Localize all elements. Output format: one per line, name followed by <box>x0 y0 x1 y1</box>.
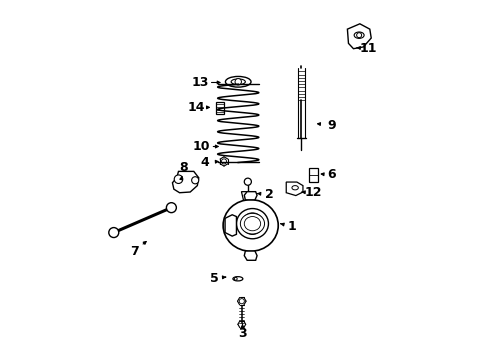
Ellipse shape <box>232 277 242 281</box>
Polygon shape <box>244 192 257 200</box>
Circle shape <box>191 177 198 184</box>
Circle shape <box>174 175 182 183</box>
Text: 1: 1 <box>287 220 296 233</box>
Circle shape <box>234 277 237 280</box>
Polygon shape <box>347 24 370 49</box>
Text: 13: 13 <box>191 76 208 89</box>
Text: 4: 4 <box>200 156 209 169</box>
Text: 6: 6 <box>326 169 335 181</box>
Circle shape <box>166 203 176 213</box>
Ellipse shape <box>291 186 298 190</box>
Text: 9: 9 <box>326 119 335 132</box>
Text: 5: 5 <box>209 272 218 285</box>
Text: 11: 11 <box>359 42 377 55</box>
Polygon shape <box>172 171 198 193</box>
Ellipse shape <box>244 217 260 231</box>
Circle shape <box>244 178 251 185</box>
Circle shape <box>235 79 241 85</box>
Text: 12: 12 <box>304 186 322 199</box>
Polygon shape <box>244 251 257 260</box>
Ellipse shape <box>231 79 245 85</box>
Circle shape <box>108 227 119 237</box>
Circle shape <box>242 213 263 234</box>
Text: 2: 2 <box>264 188 273 201</box>
Polygon shape <box>286 182 302 196</box>
Ellipse shape <box>236 208 268 239</box>
FancyBboxPatch shape <box>215 102 224 115</box>
Text: 8: 8 <box>179 161 188 174</box>
Text: 14: 14 <box>187 101 205 114</box>
Text: 10: 10 <box>193 140 210 153</box>
Text: 3: 3 <box>238 327 246 340</box>
Ellipse shape <box>223 200 278 251</box>
FancyBboxPatch shape <box>308 168 318 182</box>
Text: 7: 7 <box>129 245 138 258</box>
Polygon shape <box>241 192 254 203</box>
Polygon shape <box>225 215 236 236</box>
Ellipse shape <box>240 213 264 234</box>
Ellipse shape <box>225 76 251 87</box>
